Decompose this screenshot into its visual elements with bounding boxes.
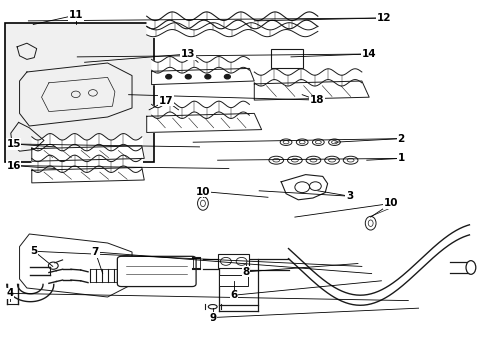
Circle shape [185,75,191,79]
Text: 13: 13 [181,49,195,59]
Text: 5: 5 [31,246,38,256]
Ellipse shape [312,139,324,145]
Bar [219,275,248,286]
Ellipse shape [328,139,340,145]
Ellipse shape [324,156,339,164]
Text: 12: 12 [376,13,390,23]
Text: 2: 2 [397,134,404,144]
Text: 8: 8 [242,267,249,277]
Text: 15: 15 [6,139,21,149]
Text: 9: 9 [209,312,216,323]
Ellipse shape [305,156,320,164]
Text: 10: 10 [195,186,210,197]
Polygon shape [281,175,327,200]
Text: 7: 7 [91,247,99,257]
Bar [217,254,249,268]
Ellipse shape [365,216,375,230]
Text: 8: 8 [242,267,249,277]
Text: 14: 14 [361,49,376,59]
Polygon shape [32,167,144,183]
Ellipse shape [268,156,283,164]
Polygon shape [254,81,368,100]
Ellipse shape [283,140,288,144]
Ellipse shape [280,139,291,145]
Circle shape [165,75,171,79]
Text: 14: 14 [361,49,376,59]
Ellipse shape [200,200,205,207]
Ellipse shape [272,158,279,162]
Bar [5,23,154,162]
Ellipse shape [291,158,298,162]
Text: 9: 9 [209,312,216,323]
Text: 6: 6 [230,290,237,300]
Circle shape [204,75,210,79]
Ellipse shape [343,156,357,164]
Text: 17: 17 [159,96,173,106]
Text: 18: 18 [309,95,324,105]
Text: 17: 17 [159,96,173,106]
Circle shape [224,75,230,79]
Ellipse shape [197,197,208,210]
Text: 4: 4 [6,288,14,298]
Text: 6: 6 [230,290,237,300]
Text: 4: 4 [6,288,14,298]
Ellipse shape [309,158,316,162]
Ellipse shape [299,140,305,144]
Text: 7: 7 [91,247,99,257]
Text: 18: 18 [309,95,324,105]
Text: 2: 2 [397,134,404,144]
Text: 5: 5 [31,246,38,256]
Polygon shape [20,234,132,297]
Text: 10: 10 [195,186,210,197]
Text: 1: 1 [397,153,404,163]
Text: 10: 10 [383,198,398,208]
Text: 3: 3 [346,191,352,201]
Text: 3: 3 [346,191,352,201]
Text: 12: 12 [376,13,390,23]
Text: 15: 15 [6,139,21,149]
Polygon shape [32,146,144,161]
Ellipse shape [287,156,302,164]
Polygon shape [146,113,261,132]
Polygon shape [151,68,254,85]
FancyBboxPatch shape [271,49,303,68]
Text: 10: 10 [383,198,398,208]
Text: 16: 16 [6,161,21,171]
Text: 13: 13 [181,49,195,59]
Text: 16: 16 [6,161,21,171]
Ellipse shape [346,158,353,162]
Ellipse shape [208,305,217,309]
Text: 11: 11 [68,10,83,20]
Ellipse shape [315,140,321,144]
Ellipse shape [328,158,335,162]
Text: 1: 1 [397,153,404,163]
Ellipse shape [465,261,475,274]
Ellipse shape [296,139,307,145]
Ellipse shape [331,140,337,144]
Ellipse shape [367,220,372,226]
Text: 11: 11 [68,10,83,20]
FancyBboxPatch shape [117,256,196,287]
